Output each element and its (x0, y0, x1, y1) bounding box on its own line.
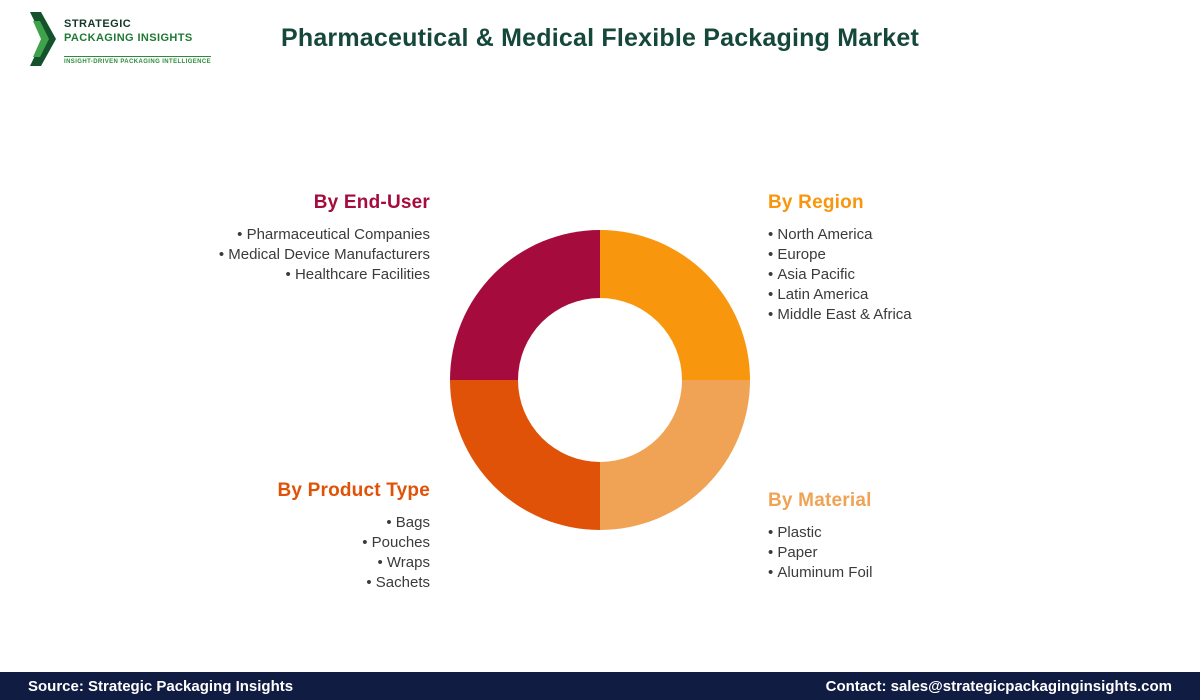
list-item: Asia Pacific (768, 265, 1098, 285)
list-item: Pharmaceutical Companies (100, 225, 430, 245)
group-heading-product-type: By Product Type (277, 480, 430, 501)
list-item: Wraps (100, 553, 430, 573)
list-item: Healthcare Facilities (100, 265, 430, 285)
logo-chevron-icon (30, 12, 56, 66)
region-list: North America Europe Asia Pacific Latin … (768, 225, 1098, 325)
list-item: Medical Device Manufacturers (100, 245, 430, 265)
company-logo: STRATEGIC PACKAGING INSIGHTS INSIGHT-DRI… (30, 12, 212, 66)
segment-group-material: By Material Plastic Paper Aluminum Foil (768, 490, 1098, 583)
segment-group-product-type: By Product Type Bags Pouches Wraps Sache… (100, 480, 430, 593)
group-heading-end-user: By End-User (313, 192, 430, 213)
end-user-list: Pharmaceutical Companies Medical Device … (100, 225, 430, 285)
list-item: Bags (100, 513, 430, 533)
list-item: Paper (768, 543, 1098, 563)
logo-text: STRATEGIC PACKAGING INSIGHTS INSIGHT-DRI… (64, 12, 212, 65)
list-item: Europe (768, 245, 1098, 265)
contact-text: Contact: sales@strategicpackaginginsight… (825, 677, 1172, 695)
list-item: Plastic (768, 523, 1098, 543)
material-list: Plastic Paper Aluminum Foil (768, 523, 1098, 583)
list-item: Aluminum Foil (768, 563, 1098, 583)
segment-group-region: By Region North America Europe Asia Paci… (768, 192, 1098, 325)
list-item: North America (768, 225, 1098, 245)
footer-bar: Source: Strategic Packaging Insights Con… (0, 672, 1200, 700)
page-title: Pharmaceutical & Medical Flexible Packag… (280, 24, 920, 52)
list-item: Latin America (768, 285, 1098, 305)
group-heading-material: By Material (768, 490, 872, 511)
source-text: Source: Strategic Packaging Insights (28, 677, 294, 695)
logo-name-line1: STRATEGIC (64, 18, 132, 30)
product-type-list: Bags Pouches Wraps Sachets (100, 513, 430, 593)
donut-chart (450, 230, 750, 530)
list-item: Pouches (100, 533, 430, 553)
list-item: Sachets (100, 573, 430, 593)
list-item: Middle East & Africa (768, 305, 1098, 325)
donut-hole (518, 298, 682, 462)
logo-tagline: INSIGHT-DRIVEN PACKAGING INTELLIGENCE (64, 56, 212, 65)
group-heading-region: By Region (768, 192, 864, 213)
logo-name-line2: PACKAGING INSIGHTS (64, 32, 193, 44)
segment-group-end-user: By End-User Pharmaceutical Companies Med… (100, 192, 430, 285)
